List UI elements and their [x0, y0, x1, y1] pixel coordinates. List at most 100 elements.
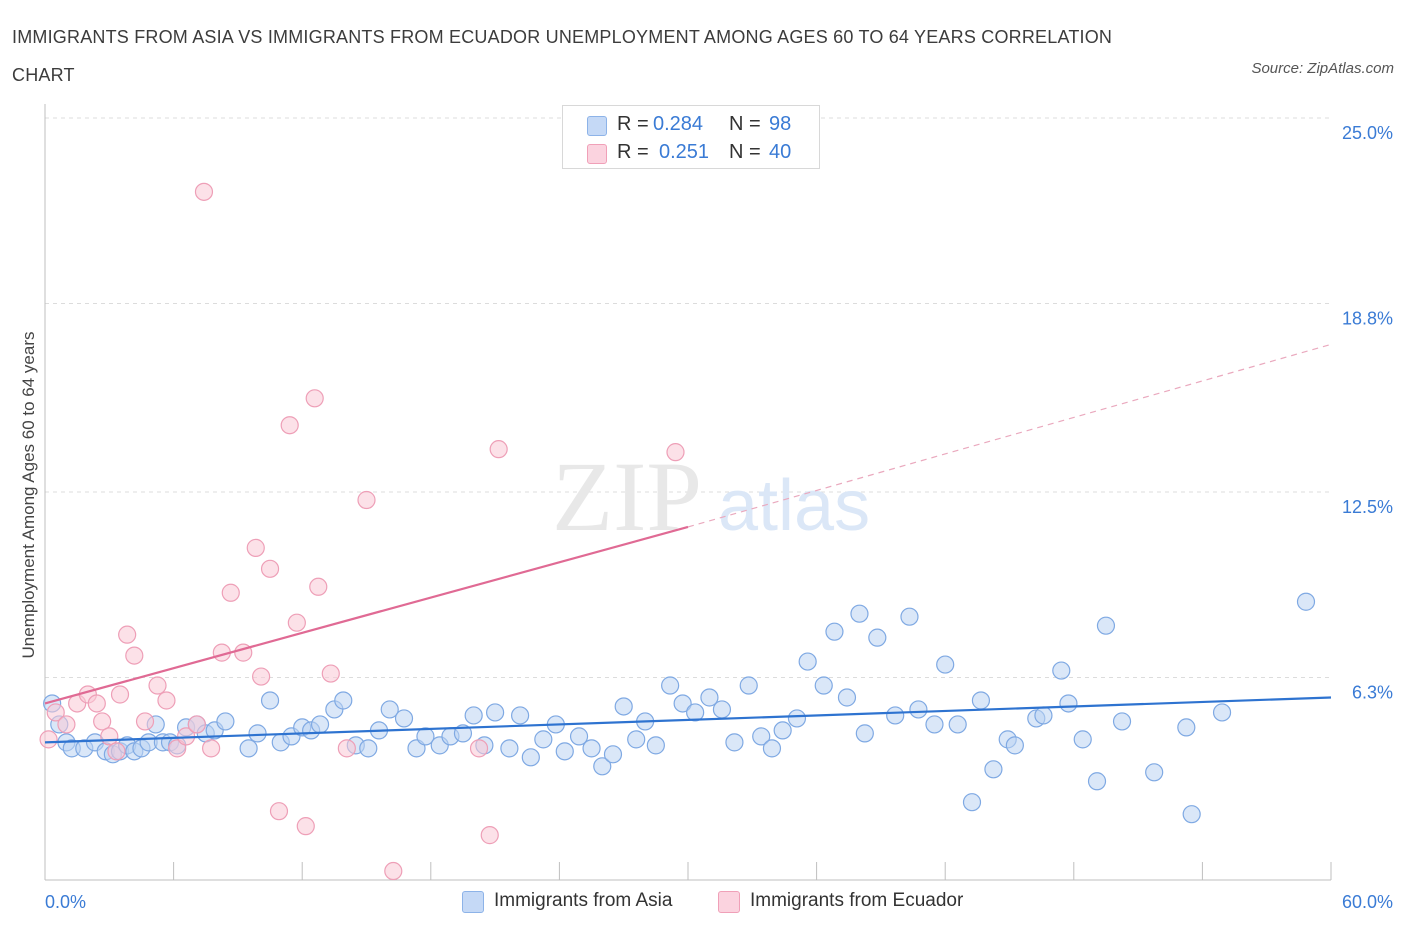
asia-point-36: [394, 709, 414, 728]
asia-point-61: [686, 703, 705, 722]
asia-point-51: [569, 727, 589, 746]
tick-labels: 25.0% 18.8% 12.5% 6.3% 0.0% 60.0%: [45, 123, 1393, 912]
ecuador-point-19: [202, 739, 221, 758]
ecuador-point-2: [57, 715, 76, 734]
ecuador-point-13: [148, 676, 167, 695]
asia-point-52: [582, 739, 601, 758]
n-label: N =: [729, 113, 761, 135]
asia-point-96: [1145, 763, 1164, 782]
asia-point-99: [1212, 703, 1232, 722]
ecuador-point-35: [384, 861, 403, 881]
asia-point-75: [855, 724, 874, 743]
ecuador-point-31: [309, 577, 328, 596]
ecuador-point-8: [107, 742, 126, 761]
asia-point-46: [511, 706, 530, 725]
watermark-atlas: atlas: [718, 466, 870, 546]
asia-point-55: [614, 697, 633, 716]
asia-point-59: [661, 676, 680, 695]
n-label: N =: [729, 141, 761, 163]
ecuador-point-26: [269, 802, 289, 821]
y-tick-label-0: 25.0%: [1342, 123, 1393, 143]
asia-point-29: [310, 715, 330, 734]
ecuador-point-5: [87, 694, 106, 713]
n-value: 98: [769, 113, 792, 135]
ecuador-trend-extension: [687, 343, 1332, 528]
ecuador-point-6: [93, 712, 112, 731]
r-value: 0.251: [659, 141, 710, 163]
trend-lines: [44, 343, 1332, 744]
asia-point-83: [962, 793, 982, 812]
asia-legend-label: Immigrants from Asia: [494, 890, 673, 911]
ecuador-point-23: [246, 538, 265, 557]
asia-trend-line: [44, 696, 1332, 744]
n-value: 40: [769, 141, 792, 163]
x-tick-label-0: 0.0%: [45, 892, 86, 912]
r-label: R =: [617, 141, 649, 163]
asia-point-23: [248, 724, 267, 743]
asia-point-73: [837, 688, 857, 707]
ecuador-point-38: [489, 440, 508, 459]
ecuador-point-39: [666, 443, 685, 462]
asia-point-53: [593, 757, 612, 776]
asia-point-90: [1052, 661, 1071, 680]
ecuador-point-9: [110, 685, 130, 704]
ecuador-trend-line: [44, 525, 689, 705]
ecuador-point-37: [480, 826, 499, 845]
asia-point-31: [334, 691, 353, 710]
asia-point-42: [464, 706, 483, 725]
asia-point-48: [534, 730, 553, 749]
ecuador-point-34: [357, 490, 376, 510]
ecuador-point-25: [260, 559, 280, 578]
asia-point-33: [359, 739, 378, 758]
asia-point-63: [712, 700, 732, 719]
watermark: ZIP atlas: [552, 441, 870, 552]
asia-point-71: [814, 676, 833, 695]
ecuador-point-33: [337, 739, 356, 758]
ecuador-legend-swatch: [718, 891, 740, 913]
asia-point-66: [752, 727, 771, 746]
source-label: Source: ZipAtlas.com: [1251, 60, 1394, 77]
asia-point-85: [984, 760, 1003, 779]
y-tick-label-1: 18.8%: [1342, 309, 1393, 329]
ecuador-point-27: [280, 416, 299, 435]
asia-swatch: [587, 116, 607, 136]
y-tick-label-3: 6.3%: [1352, 683, 1393, 703]
ecuador-point-1: [46, 703, 65, 722]
asia-point-67: [762, 739, 782, 758]
asia-point-56: [627, 730, 646, 749]
asia-point-78: [900, 607, 919, 626]
asia-point-24: [260, 691, 280, 710]
asia-point-69: [787, 709, 807, 728]
ecuador-point-18: [194, 182, 214, 201]
asia-point-84: [971, 691, 991, 710]
asia-point-87: [1005, 736, 1024, 755]
asia-point-38: [416, 727, 435, 746]
ecuador-point-21: [221, 583, 240, 602]
asia-point-68: [773, 721, 792, 740]
asia-point-93: [1087, 772, 1107, 791]
ecuador-point-29: [296, 817, 315, 836]
ecuador-point-30: [305, 389, 324, 408]
ecuador-point-12: [135, 712, 155, 731]
ecuador-point-17: [187, 715, 206, 734]
asia-point-77: [886, 706, 905, 725]
asia-point-97: [1177, 718, 1196, 737]
series-asia-points: [43, 592, 1316, 824]
asia-legend-swatch: [462, 891, 484, 913]
asia-point-62: [700, 688, 719, 707]
stats-legend: R = 0.284 N = 98 R = 0.251 N = 40: [562, 105, 820, 169]
asia-point-74: [850, 604, 869, 623]
asia-point-54: [603, 745, 623, 764]
asia-point-47: [521, 748, 540, 767]
asia-point-76: [868, 628, 887, 647]
ecuador-point-28: [287, 613, 306, 632]
asia-point-22: [239, 739, 258, 758]
ecuador-point-11: [125, 646, 144, 665]
asia-point-95: [1112, 712, 1132, 731]
ecuador-legend-label: Immigrants from Ecuador: [750, 890, 964, 911]
ecuador-swatch: [587, 144, 607, 164]
ecuador-point-10: [118, 625, 137, 644]
y-axis-label: Unemployment Among Ages 60 to 64 years: [19, 332, 38, 659]
ecuador-point-14: [157, 691, 176, 710]
r-label: R =: [617, 113, 649, 135]
